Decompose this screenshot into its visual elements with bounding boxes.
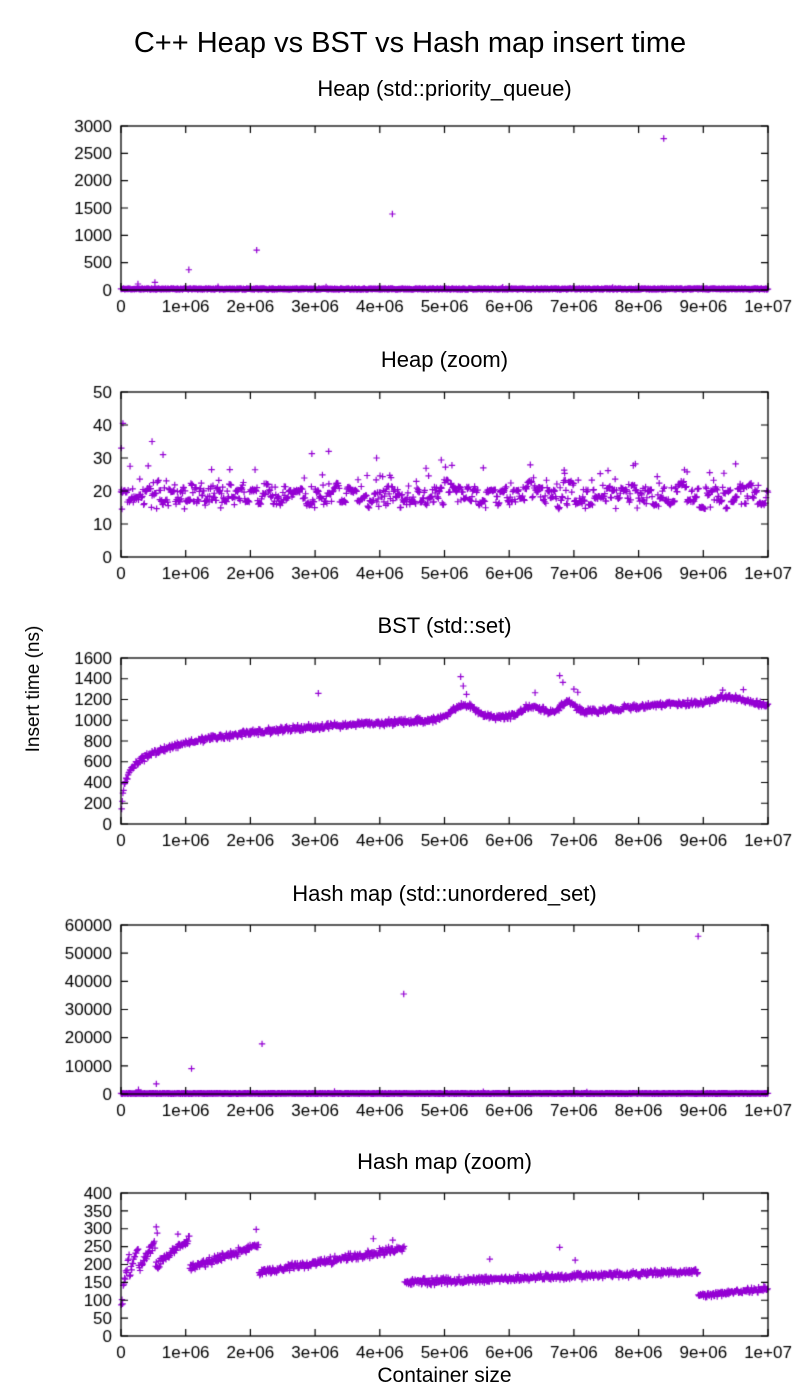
chart-title-hash-map-zoom: Hash map (zoom)	[357, 1149, 532, 1174]
hash-map-zoom-plot-area	[121, 1193, 768, 1336]
chart-title-hash-map-unordered-set: Hash map (std::unordered_set)	[292, 881, 597, 906]
heap-priority-queue-plot-area	[121, 126, 768, 290]
chart-title-bst-set: BST (std::set)	[377, 613, 512, 638]
x-axis-label: Container size	[377, 1364, 512, 1387]
chart-title-heap-zoom: Heap (zoom)	[380, 347, 509, 372]
hash-map-unordered-set-plot-area	[121, 925, 768, 1094]
heap-zoom-plot-area	[121, 392, 768, 557]
main-title: C++ Heap vs BST vs Hash map insert time	[133, 27, 687, 59]
chart-title-heap-priority-queue: Heap (std::priority_queue)	[317, 76, 572, 101]
bst-set-plot-area	[121, 658, 768, 824]
y-axis-label: Insert time (ns)	[23, 625, 44, 753]
